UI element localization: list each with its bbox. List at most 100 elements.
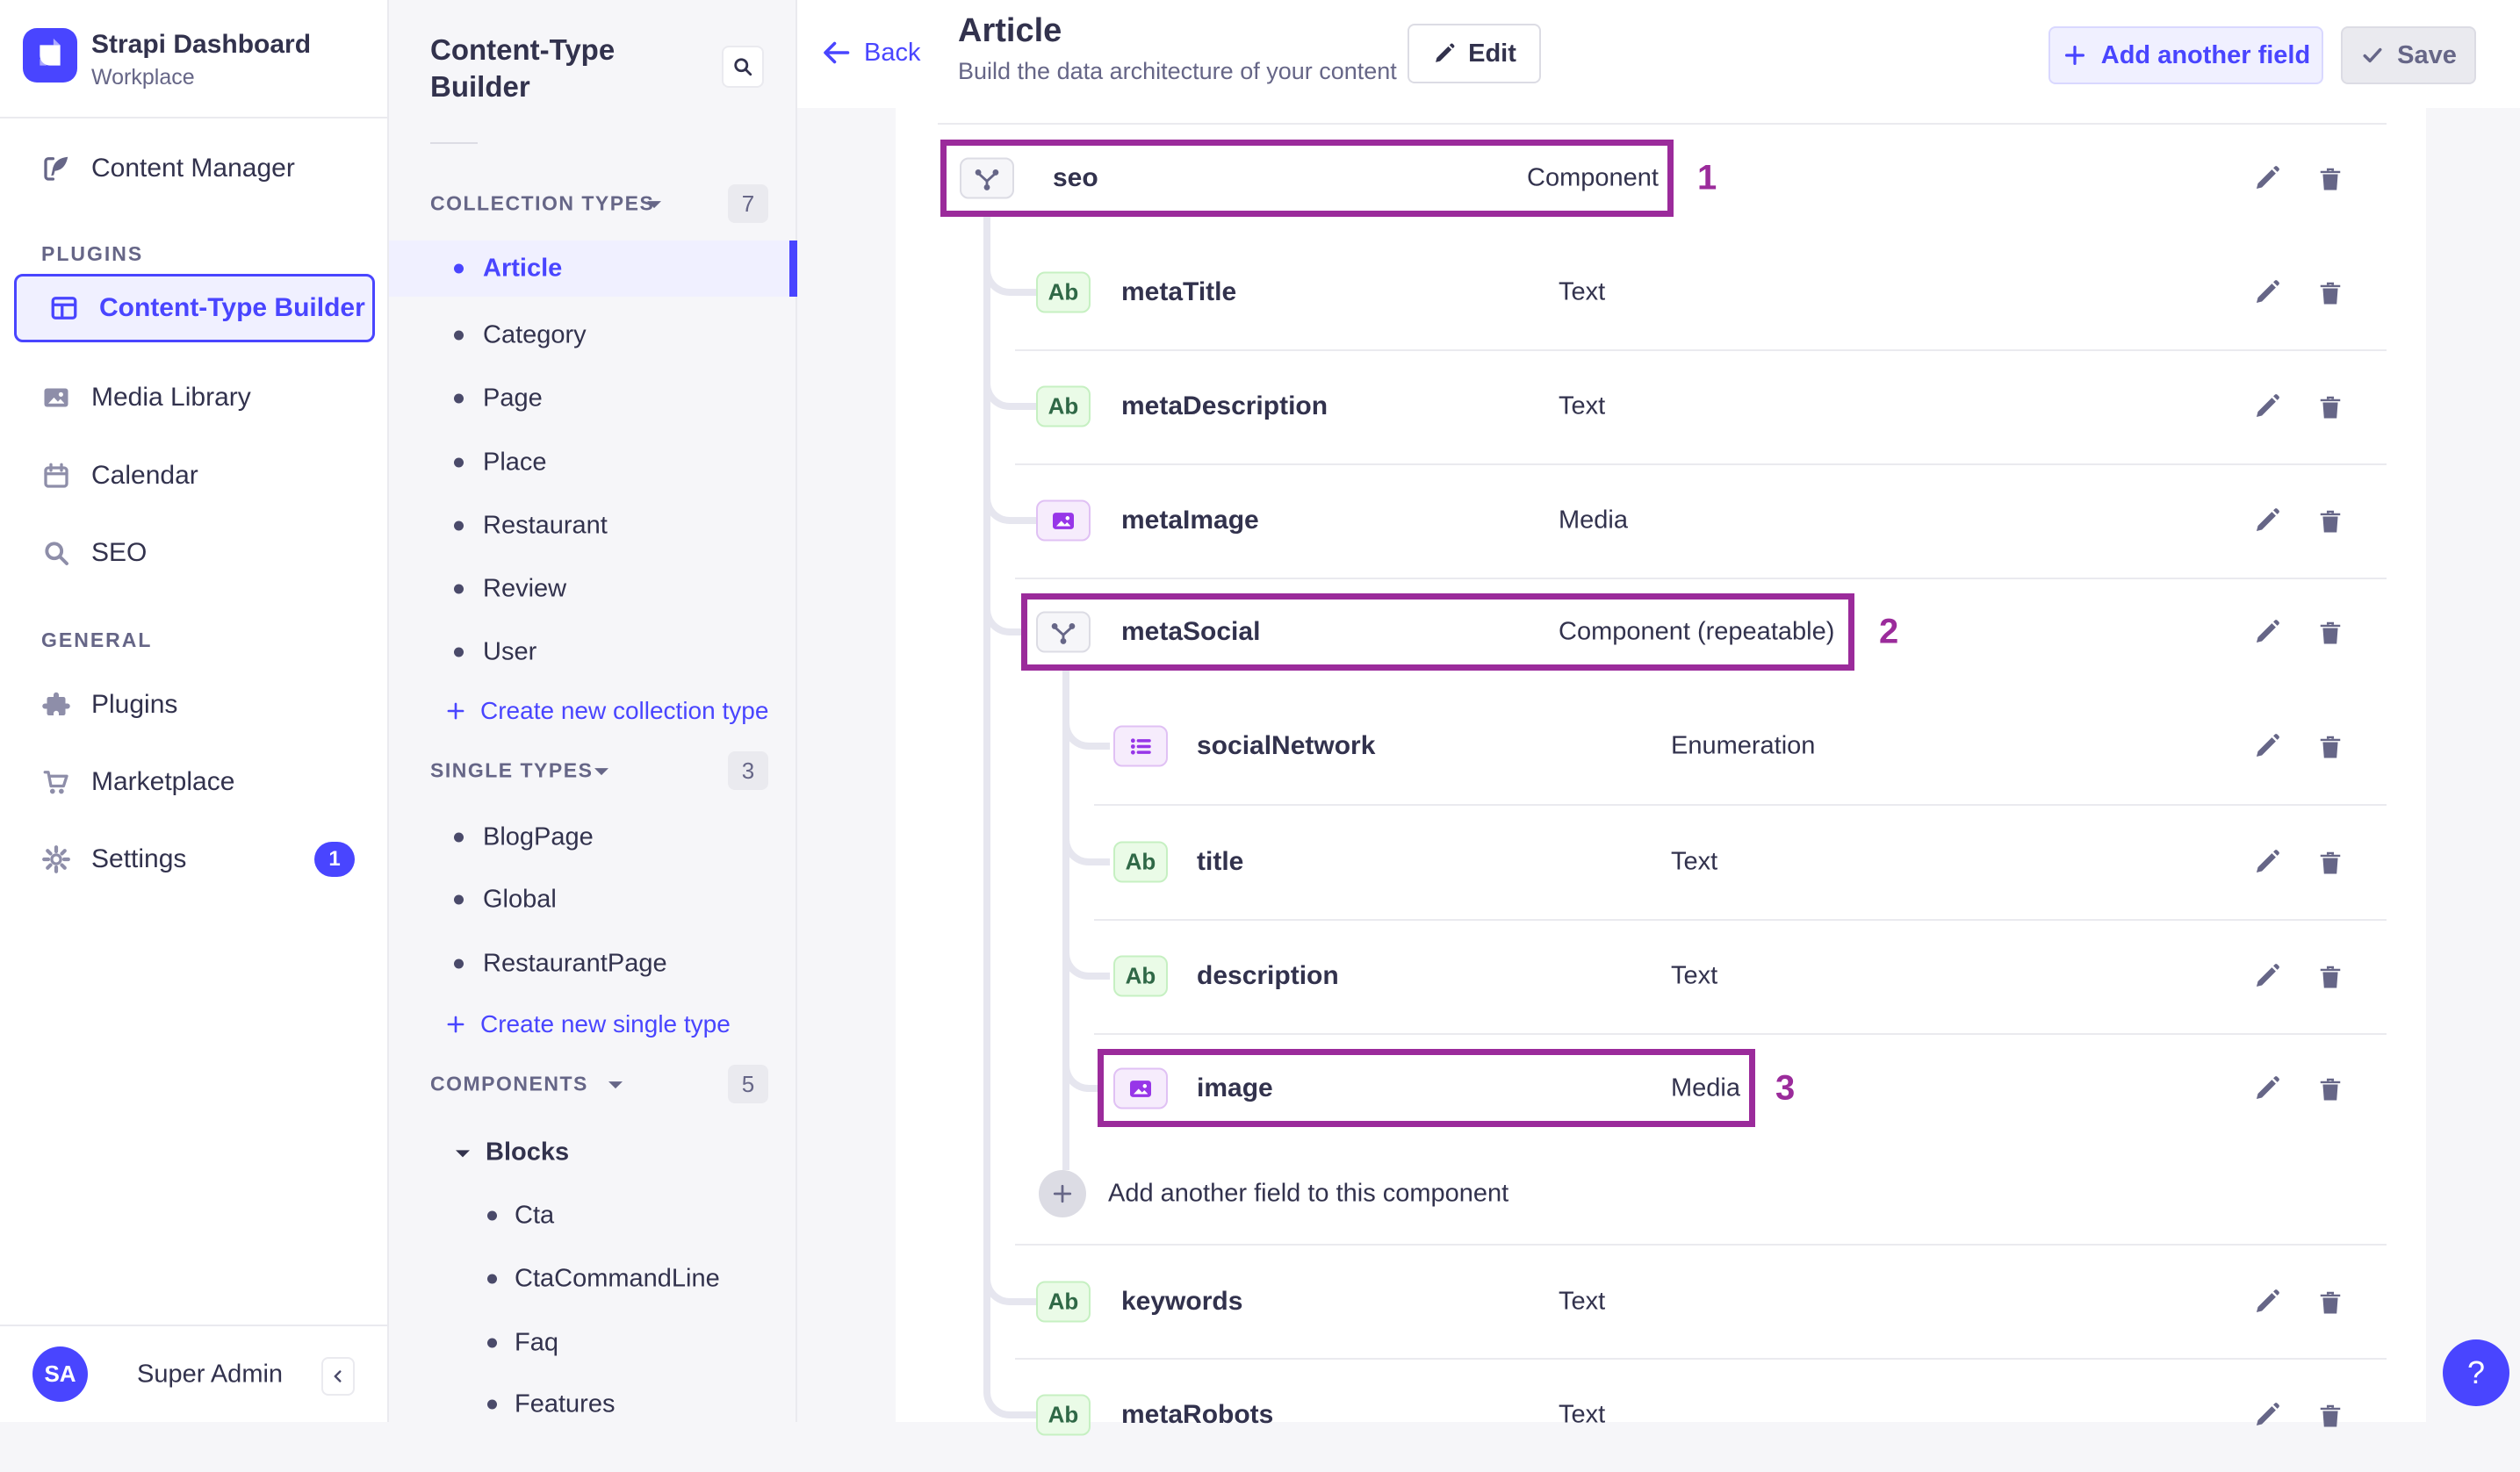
annotation-box-3 xyxy=(1098,1049,1755,1127)
text-field-icon: Ab xyxy=(1113,841,1168,883)
edit-field-button[interactable] xyxy=(2248,727,2286,765)
collection-type-review[interactable]: Review xyxy=(389,561,797,617)
delete-field-button[interactable] xyxy=(2311,387,2350,426)
plus-icon xyxy=(447,702,464,720)
field-type: Media xyxy=(1671,1073,1740,1102)
user-avatar[interactable]: SA xyxy=(32,1346,88,1402)
item-label: Page xyxy=(483,384,543,413)
content-manager-icon xyxy=(44,156,68,181)
create-collection-type-link[interactable]: Create new collection type xyxy=(389,685,797,737)
edit-button[interactable]: Edit xyxy=(1408,24,1541,83)
edit-field-button[interactable] xyxy=(2248,159,2286,197)
collapse-sidebar-button[interactable] xyxy=(321,1357,355,1396)
tree-branch xyxy=(983,236,1036,296)
single-types-header[interactable]: SINGLE TYPES 3 xyxy=(389,744,797,797)
media-field-icon xyxy=(1113,1067,1168,1109)
item-label: Media Library xyxy=(91,383,251,412)
plugins-section-label: PLUGINS xyxy=(41,242,144,265)
edit-field-button[interactable] xyxy=(2248,273,2286,312)
bullet-icon xyxy=(454,521,464,531)
component-group-blocks[interactable]: Blocks xyxy=(389,1124,797,1181)
edit-field-button[interactable] xyxy=(2248,1396,2286,1434)
sidebar-item-media-library[interactable]: Media Library xyxy=(0,363,389,432)
edit-field-button[interactable] xyxy=(2248,501,2286,540)
component-features[interactable]: Features xyxy=(389,1376,797,1433)
bullet-icon xyxy=(454,457,464,468)
search-button[interactable] xyxy=(722,46,764,88)
component-faq[interactable]: Faq xyxy=(389,1315,797,1371)
divider xyxy=(0,1325,389,1326)
field-name: metaDescription xyxy=(1121,391,1328,420)
delete-field-button[interactable] xyxy=(2311,843,2350,881)
edit-field-button[interactable] xyxy=(2248,1069,2286,1108)
builder-title: Content-Type Builder xyxy=(430,33,616,103)
strapi-logo[interactable] xyxy=(23,28,77,83)
component-icon xyxy=(1036,611,1091,653)
plugins-icon xyxy=(42,692,70,715)
delete-field-button[interactable] xyxy=(2311,1396,2350,1434)
row-separator xyxy=(1094,1033,2387,1035)
sidebar-item-content-manager[interactable]: Content Manager xyxy=(0,134,389,203)
help-button[interactable]: ? xyxy=(2443,1339,2509,1406)
chevron-down-icon xyxy=(594,768,608,776)
edit-field-button[interactable] xyxy=(2248,613,2286,651)
edit-field-button[interactable] xyxy=(2248,843,2286,881)
collection-type-user[interactable]: User xyxy=(389,624,797,680)
sidebar-item-plugins[interactable]: Plugins xyxy=(0,671,389,739)
add-another-field-button[interactable]: Add another field xyxy=(2048,26,2323,84)
field-row-metaSocial: metaSocial Component (repeatable) xyxy=(896,575,2427,689)
collection-type-category[interactable]: Category xyxy=(389,307,797,363)
back-link[interactable]: Back xyxy=(820,28,920,77)
sidebar-item-seo[interactable]: SEO xyxy=(0,519,389,587)
field-name: title xyxy=(1197,847,1244,876)
edit-label: Edit xyxy=(1468,39,1516,68)
item-label: Calendar xyxy=(91,461,198,490)
edit-field-button[interactable] xyxy=(2248,387,2286,426)
sidebar-item-calendar[interactable]: Calendar xyxy=(0,442,389,510)
collection-type-place[interactable]: Place xyxy=(389,434,797,491)
row-separator xyxy=(1015,578,2387,579)
active-indicator-bar xyxy=(789,241,797,297)
sidebar-item-marketplace[interactable]: Marketplace xyxy=(0,748,389,816)
delete-field-button[interactable] xyxy=(2311,957,2350,995)
add-another-field-label: Add another field xyxy=(2100,40,2311,69)
field-row-image: image Media xyxy=(896,1031,2427,1145)
collection-type-page[interactable]: Page xyxy=(389,370,797,427)
delete-field-button[interactable] xyxy=(2311,727,2350,765)
field-name: metaTitle xyxy=(1121,277,1237,306)
marketplace-icon xyxy=(43,771,68,794)
delete-field-button[interactable] xyxy=(2311,1069,2350,1108)
delete-field-button[interactable] xyxy=(2311,1282,2350,1321)
collection-types-count: 7 xyxy=(728,184,768,223)
bullet-icon xyxy=(454,647,464,657)
save-button[interactable]: Save xyxy=(2341,26,2476,84)
bullet-icon xyxy=(454,894,464,905)
collection-type-restaurant[interactable]: Restaurant xyxy=(389,498,797,554)
chevron-down-icon xyxy=(608,1081,623,1089)
component-ctacommandline[interactable]: CtaCommandLine xyxy=(389,1251,797,1307)
collection-types-header[interactable]: COLLECTION TYPES 7 xyxy=(389,177,797,230)
edit-field-button[interactable] xyxy=(2248,957,2286,995)
workspace-label: Workplace xyxy=(91,65,195,90)
single-type-global[interactable]: Global xyxy=(389,872,797,928)
single-types-label: SINGLE TYPES xyxy=(430,758,594,782)
single-type-blogpage[interactable]: BlogPage xyxy=(389,809,797,865)
tree-branch xyxy=(1062,806,1110,865)
row-separator xyxy=(1015,1244,2387,1246)
add-component-field-label[interactable]: Add another field to this component xyxy=(1108,1179,1509,1208)
components-header[interactable]: COMPONENTS 5 xyxy=(389,1058,797,1110)
delete-field-button[interactable] xyxy=(2311,501,2350,540)
item-label: User xyxy=(483,637,537,666)
single-type-restaurantpage[interactable]: RestaurantPage xyxy=(389,936,797,992)
field-row-metaImage: metaImage Media xyxy=(896,463,2427,578)
add-component-field-button[interactable] xyxy=(1039,1170,1086,1217)
delete-field-button[interactable] xyxy=(2311,273,2350,312)
edit-field-button[interactable] xyxy=(2248,1282,2286,1321)
sidebar-item-content-type-builder[interactable]: Content-Type Builder xyxy=(14,274,375,342)
sidebar-item-settings[interactable]: Settings 1 xyxy=(0,825,389,894)
collection-type-article[interactable]: Article xyxy=(389,241,797,297)
create-single-type-link[interactable]: Create new single type xyxy=(389,998,797,1051)
component-cta[interactable]: Cta xyxy=(389,1188,797,1244)
delete-field-button[interactable] xyxy=(2311,613,2350,651)
delete-field-button[interactable] xyxy=(2311,159,2350,197)
